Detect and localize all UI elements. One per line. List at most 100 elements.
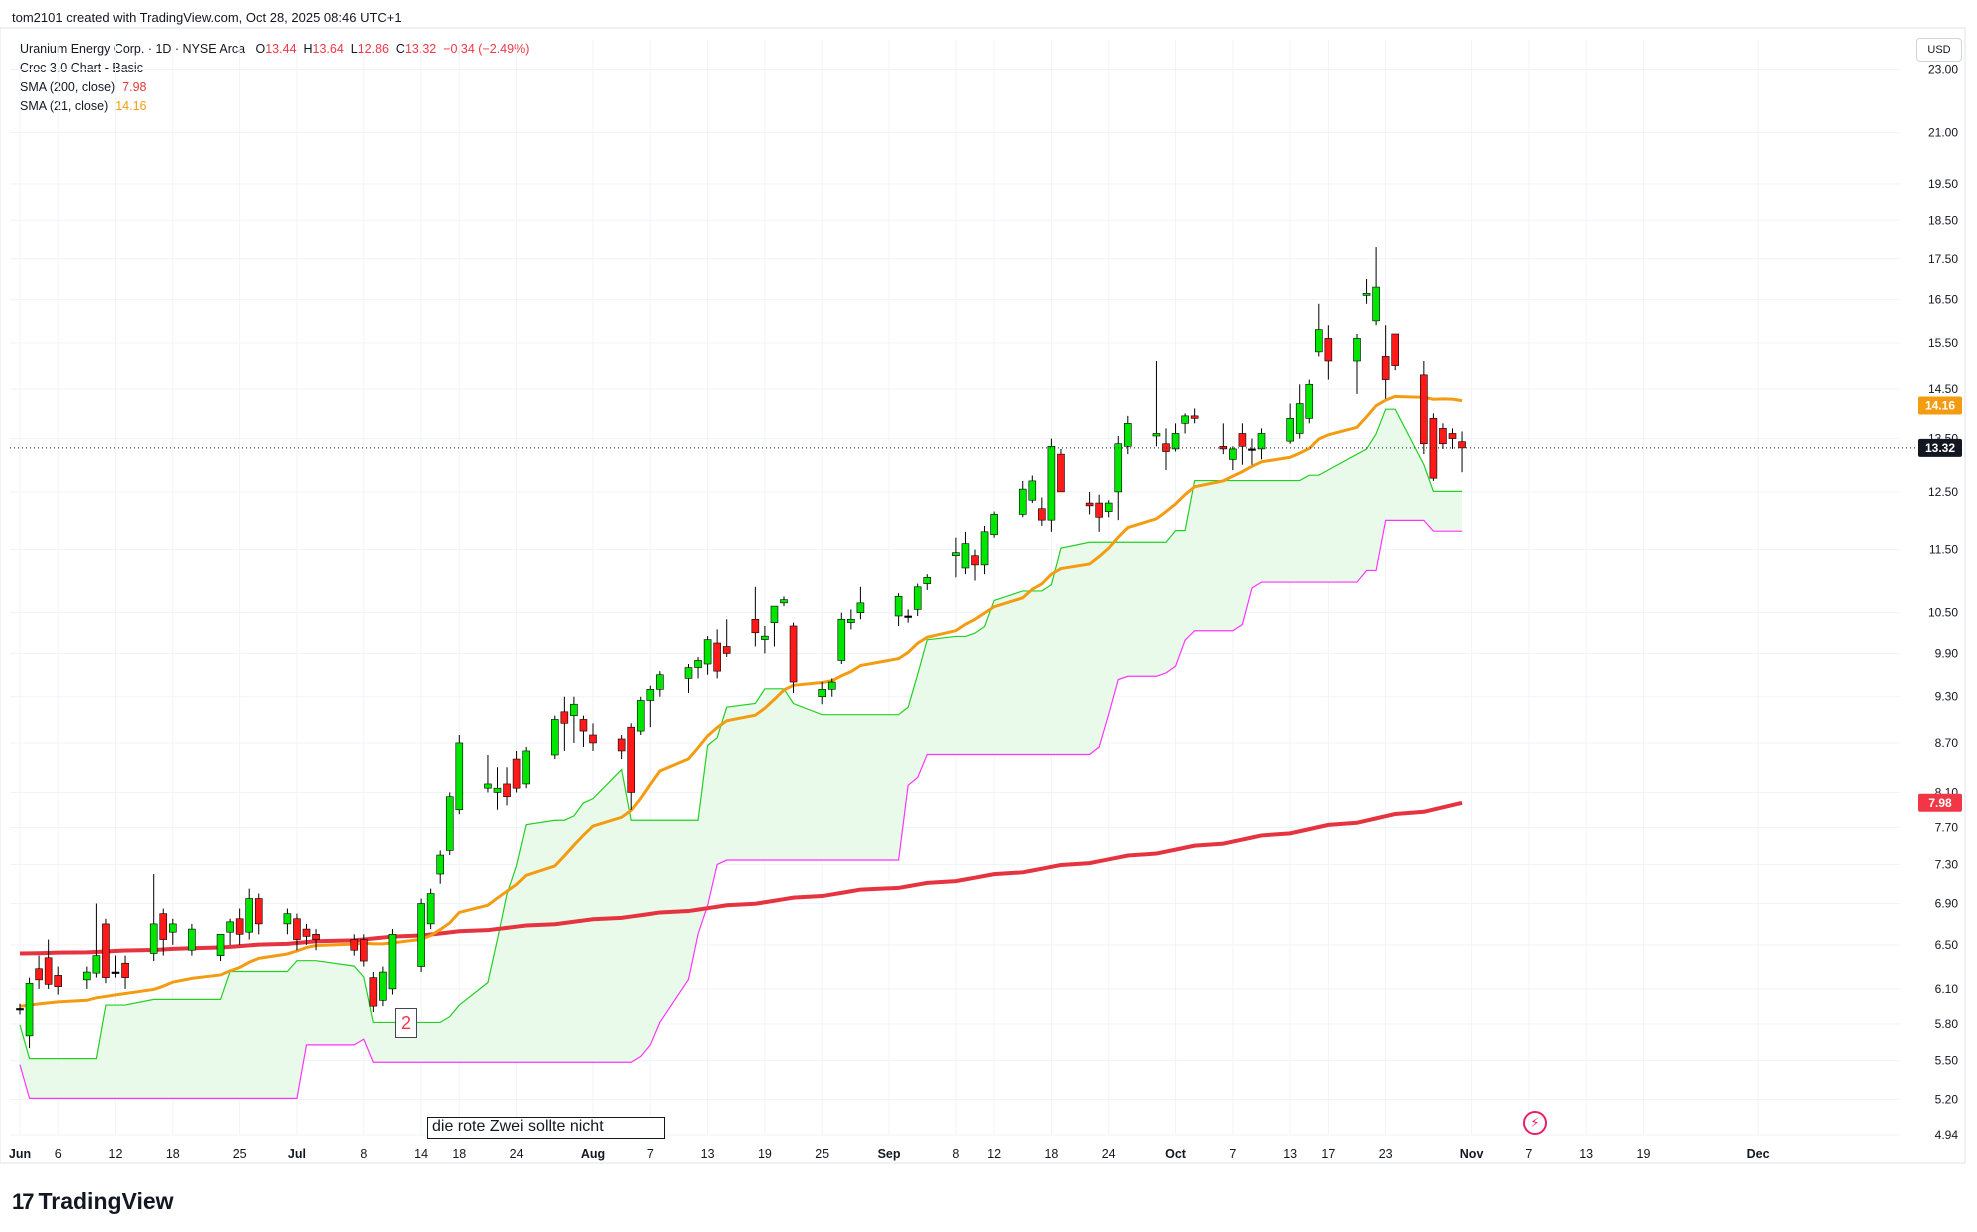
close-label: C [395,42,405,56]
candle-body [484,783,492,789]
candle-body [522,750,530,785]
y-tick-label: 10.50 [1928,606,1958,620]
y-tick-label: 5.80 [1935,1017,1959,1031]
candle-body [1038,508,1046,521]
candle-body [1095,502,1103,518]
candle-body [550,719,559,756]
y-tick-label: 9.90 [1935,646,1959,660]
candle-body [856,602,865,613]
candle-body [627,726,636,793]
candle-body [1391,333,1399,366]
candle-body [837,618,846,661]
y-tick-label: 16.50 [1928,293,1958,307]
change-value: −0.34 (−2.49%) [443,42,530,56]
y-tick-label: 12.50 [1928,485,1958,499]
candle-body [713,642,721,672]
candle-body [904,615,912,618]
candle-body [570,703,578,716]
open-value: 13.44 [265,42,297,56]
candle-body [1372,286,1380,322]
candle-body [646,689,655,701]
x-tick-label: 25 [815,1147,829,1161]
x-tick-label: 19 [758,1147,772,1161]
candle-body [1018,488,1027,515]
marker-two-annotation[interactable]: 2 [395,1008,417,1038]
sma200-line [19,800,1463,956]
candle-body [350,939,359,951]
x-tick-label: 25 [233,1147,247,1161]
candle-body [1219,446,1228,450]
candle-body [1362,292,1371,296]
candle-body [1248,448,1256,451]
candle-body [971,555,979,566]
candle-body [455,742,464,811]
candle-body [761,635,769,640]
open-label: O [255,42,266,56]
indicator-row[interactable]: Croc 3.0 Chart - Basic [20,61,143,75]
x-tick-label: 7 [1229,1147,1236,1161]
candle-body [44,957,53,985]
sma21-value: 14.16 [115,99,147,113]
candle-body [254,898,263,925]
candle-body [1458,441,1466,449]
candle-body [1104,502,1113,512]
candle-body [656,674,664,690]
candle-body [990,514,998,536]
y-tick-label: 17.50 [1928,252,1958,266]
sma21-row[interactable]: SMA (21, close) 14.16 [20,97,529,116]
candle-body [111,971,120,974]
y-tick-label: 19.50 [1928,177,1958,191]
candle-body [780,599,788,604]
x-tick-label: 8 [952,1147,959,1161]
candle-body [16,1008,24,1011]
candle-body [293,918,301,940]
sma200-label: SMA (200, close) [20,80,116,94]
candle-body [1124,423,1132,447]
y-tick-label: 4.94 [1935,1128,1959,1142]
candle-body [1257,433,1266,450]
candle-body [188,928,196,951]
candle-body [694,660,702,668]
x-tick-label: 18 [166,1147,180,1161]
candle-body [589,734,597,744]
y-tick-label: 8.70 [1935,736,1959,750]
candle-body [789,625,798,683]
candle-body [1353,338,1361,362]
lightning-icon[interactable]: ⚡ [1523,1111,1547,1135]
candle-body [961,543,970,569]
band-fill [20,409,1463,1099]
y-tick-label: 7.30 [1935,857,1959,871]
low-value: 12.86 [357,42,389,56]
y-tick-label: 23.00 [1928,62,1958,76]
close-value: 13.32 [404,42,437,56]
candle-body [827,681,836,690]
candle-body [149,923,158,954]
candle-body [560,711,569,724]
candle-body [1057,453,1065,493]
candle-body [359,939,368,962]
currency-button[interactable]: USD [1916,38,1962,62]
x-tick-label: 7 [647,1147,654,1161]
candle-body [102,923,110,978]
candle-body [436,854,445,875]
candle-body [751,618,760,634]
symbol-line[interactable]: Uranium Energy Corp. · 1D · NYSE Arca [20,42,246,56]
candle-body [1286,418,1294,442]
candle-body [83,971,91,981]
candle-body [445,796,454,851]
x-tick-label: Dec [1747,1147,1770,1161]
created-line: tom2101 created with TradingView.com, Oc… [12,10,402,25]
x-tick-label: 8 [360,1147,367,1161]
sma200-row[interactable]: SMA (200, close) 7.98 [20,78,529,97]
candle-body [894,596,903,617]
x-tick-label: 13 [1283,1147,1297,1161]
note-annotation[interactable]: die rote Zwei sollte nicht [427,1117,665,1139]
slow-band-line [19,519,1463,1099]
candle-body [1315,329,1323,353]
chart-frame [0,27,1966,1164]
candle-body [169,923,177,933]
x-tick-label: 7 [1525,1147,1532,1161]
x-tick-label: 12 [109,1147,123,1161]
candle-body [1152,433,1161,437]
